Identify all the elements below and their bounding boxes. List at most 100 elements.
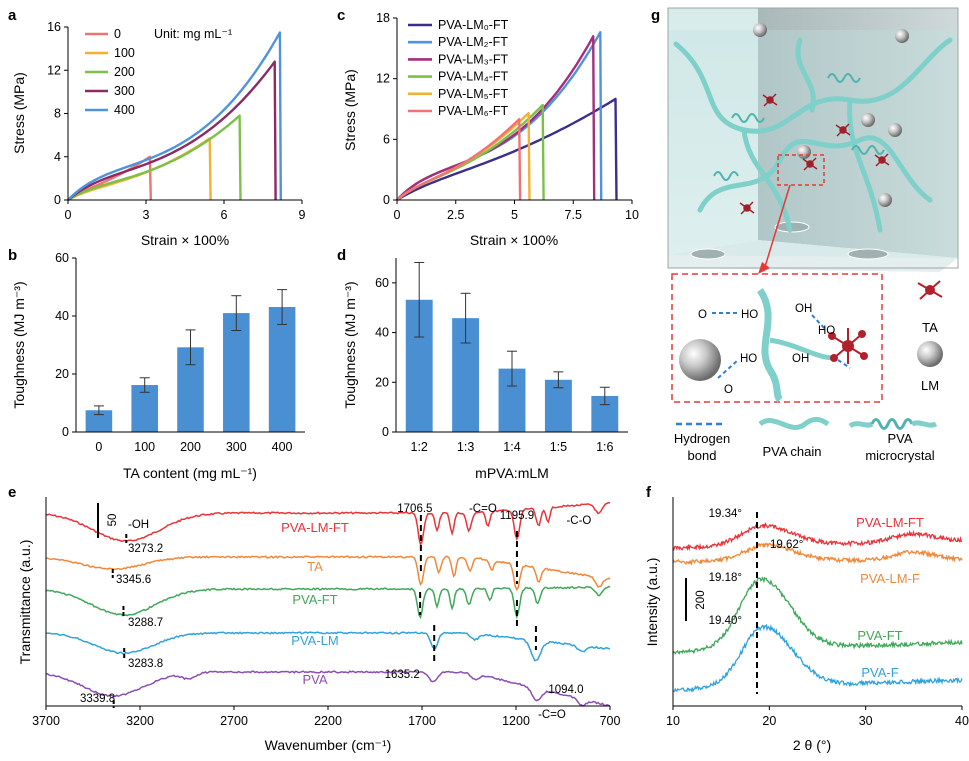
y-tick-label: 0 xyxy=(383,193,390,207)
panel-a-ylabel: Stress (MPa) xyxy=(11,72,27,154)
panel-letter-d: d xyxy=(337,247,346,264)
stress-curve-6 xyxy=(396,118,522,201)
inset-ta-molecule xyxy=(828,328,868,364)
pva-chain xyxy=(795,37,816,113)
ftir-annotation: -C=O xyxy=(469,503,497,515)
xrd-series-label: PVA-LM-F xyxy=(860,571,920,586)
ftir-annotation: 1195.9 xyxy=(500,510,534,522)
panel-letter-c: c xyxy=(337,7,345,24)
y-tick-label: 0 xyxy=(382,425,389,439)
cube-left-face xyxy=(668,8,758,255)
ftir-spectrum-4 xyxy=(45,631,611,662)
legend-label: PVA-LM₅-FT xyxy=(438,87,508,101)
panel-letter-a: a xyxy=(8,7,17,24)
x-tick-label: 20 xyxy=(762,714,776,728)
y-tick-label: 40 xyxy=(375,326,389,340)
inset-lm-sphere xyxy=(679,339,721,381)
panel-b-plot-area xyxy=(85,289,296,432)
ftir-annotation: 1635.2 xyxy=(385,669,420,681)
bar xyxy=(223,313,250,432)
cube-back-face xyxy=(758,8,958,258)
xrd-peak-label: 19.34° xyxy=(709,508,742,520)
y-tick-label: 16 xyxy=(47,20,61,34)
x-tick-label: 5 xyxy=(511,208,518,222)
panel-d-toughness-bars: 1:2 1:3 1:4 1:5 1:6 0 20 40 60 mPVA:mLM Toughnes… xyxy=(342,258,628,481)
panel-c-stress-strain: 0 2.5 5 7.5 10 0 6 12 18 Strain × 100% Stress (M… xyxy=(342,11,639,248)
floor-disc xyxy=(774,221,810,233)
y-tick-label: 40 xyxy=(55,309,69,323)
inset-hbond xyxy=(717,359,739,379)
panel-letter-f: f xyxy=(646,484,652,501)
pva-chain xyxy=(741,127,793,233)
panel-a-legend: 0 100 200 300 400 xyxy=(85,27,135,117)
lm-sphere xyxy=(878,193,892,207)
panel-e-ticks: 3700 3200 2700 2200 1700 1200 700 xyxy=(32,706,620,728)
spectrum-label: PVA-FT xyxy=(292,592,337,607)
panel-b-xlabel: TA content (mg mL⁻¹) xyxy=(123,465,257,481)
panel-f-xlabel: 2 θ (°) xyxy=(793,737,831,753)
legend-ta-icon xyxy=(917,280,943,300)
x-tick-label: 1:6 xyxy=(596,440,613,454)
spectrum-label: TA xyxy=(307,559,323,574)
xrd-pattern-3 xyxy=(672,576,963,655)
legend-label: PVA-LM₆-FT xyxy=(438,104,508,118)
ta-molecule xyxy=(739,201,755,215)
y-tick-label: 4 xyxy=(54,150,61,164)
xrd-peak-label: 19.18° xyxy=(709,572,742,584)
bar xyxy=(268,307,296,432)
panel-e-ftir: 3700 3200 2700 2200 1700 1200 700 Wavenumber (… xyxy=(17,497,620,753)
x-tick-label: 10 xyxy=(625,208,639,222)
zoom-region xyxy=(777,154,825,186)
x-tick-label: 0 xyxy=(394,208,401,222)
panel-a-legend-title: Unit: mg mL⁻¹ xyxy=(154,27,232,41)
xrd-series-label: PVA-LM-FT xyxy=(856,515,924,530)
ftir-spectrum-2 xyxy=(45,555,611,592)
ftir-annotation: -C=O xyxy=(538,709,566,721)
legend-label: PVA-LM₃-FT xyxy=(438,52,509,66)
x-tick-label: 9 xyxy=(299,208,306,222)
lm-sphere xyxy=(797,145,811,159)
panel-d-ticks: 1:2 1:3 1:4 1:5 1:6 0 20 40 60 xyxy=(375,276,613,454)
panel-g-schematic: O HO OH HO OH O HO TA LM Hydrogen bond P… xyxy=(667,7,959,463)
y-tick-label: 6 xyxy=(383,132,390,146)
x-tick-label: 300 xyxy=(226,440,247,454)
x-tick-label: 1:2 xyxy=(411,440,428,454)
panel-b-ylabel: Toughness (MJ m⁻³) xyxy=(11,281,27,408)
spectrum-label: PVA-LM-FT xyxy=(281,520,349,535)
x-tick-label: 1700 xyxy=(408,714,436,728)
panel-letter-g: g xyxy=(651,7,660,24)
legend-pva-micro-label-2: microcrystal xyxy=(865,448,934,463)
x-tick-label: 1:4 xyxy=(503,440,520,454)
inset-o-label-2: O xyxy=(724,384,733,396)
panel-b-ticks: 0 100 200 300 400 0 20 40 60 xyxy=(55,251,292,454)
x-tick-label: 1200 xyxy=(502,714,530,728)
legend-pva-chain-icon xyxy=(758,416,830,430)
x-tick-label: 7.5 xyxy=(565,208,582,222)
panel-d-ylabel: Toughness (MJ m⁻³) xyxy=(342,281,358,408)
panel-c-plot-area xyxy=(396,31,618,202)
legend-pva-micro-coil xyxy=(870,418,914,430)
xrd-peak-label: 19.62° xyxy=(770,539,803,551)
stress-curve-1 xyxy=(396,97,618,202)
pva-microcrystal xyxy=(827,73,861,83)
xrd-pattern-1 xyxy=(672,522,963,552)
x-tick-label: 2.5 xyxy=(447,208,464,222)
x-tick-label: 400 xyxy=(272,440,293,454)
pva-chain xyxy=(673,37,953,134)
pva-chain-network xyxy=(673,37,953,233)
zoom-arrow xyxy=(763,184,791,271)
inset-ho-label: HO xyxy=(741,309,758,321)
legend-hbond-label-2: bond xyxy=(688,448,717,463)
inset-oh-label-2: OH xyxy=(792,353,809,365)
panel-a-plot-area xyxy=(67,31,282,202)
lm-sphere xyxy=(861,113,875,127)
inset-oh-label: OH xyxy=(795,303,812,315)
ta-molecule xyxy=(762,93,778,107)
legend-lm-icon xyxy=(917,341,943,367)
spectrum-label: PVA-LM xyxy=(291,633,338,648)
y-tick-label: 60 xyxy=(55,251,69,265)
legend-hbond-label-1: Hydrogen xyxy=(674,431,730,446)
panel-f-xrd: 10 20 30 40 2 θ (°) Intensity (a.u.) 200 PV… xyxy=(644,497,969,753)
panel-f-annotations: PVA-LM-FT PVA-LM-F PVA-FT PVA-F 19.34° 19.62°… xyxy=(709,508,924,680)
